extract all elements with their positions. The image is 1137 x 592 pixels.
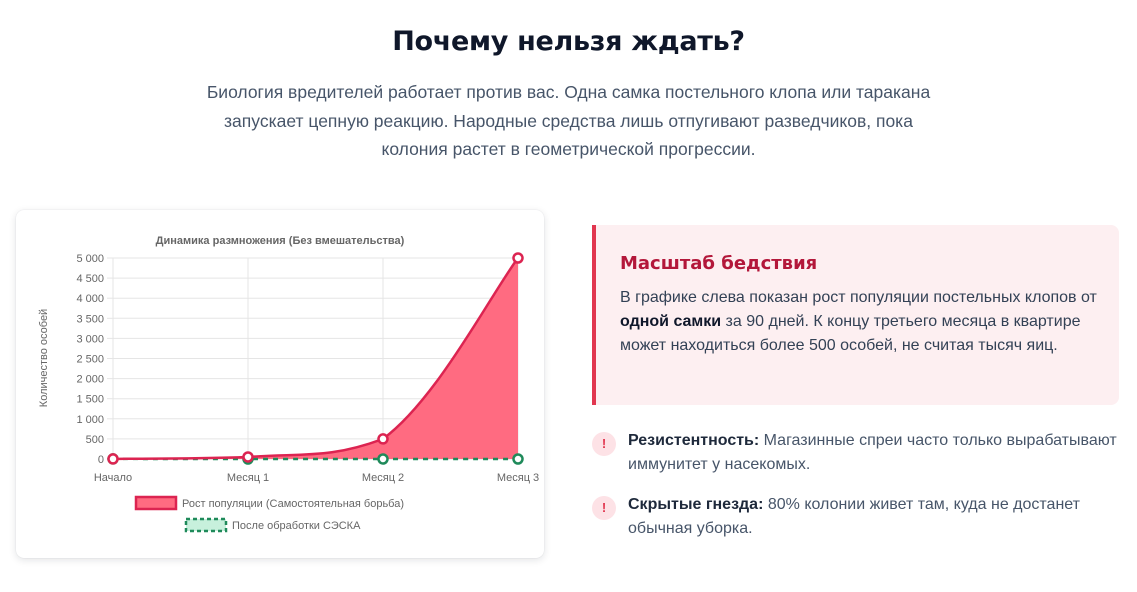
point-text: Резистентность: Магазинные спреи часто т… <box>628 429 1118 477</box>
alert-icon: ! <box>592 496 616 520</box>
x-axis-ticks: Начало Месяц 1 Месяц 2 Месяц 3 <box>94 472 539 484</box>
data-point-population <box>242 451 254 463</box>
disaster-scale-callout: Масштаб бедствия В графике слева показан… <box>592 225 1119 405</box>
callout-text: В графике слева показан рост популяции п… <box>620 286 1110 358</box>
y-tick-label: 3 500 <box>76 313 104 325</box>
y-tick-label: 2 000 <box>76 374 104 386</box>
legend-swatch-population <box>134 495 178 511</box>
callout-text-bold: одной самки <box>620 313 722 330</box>
point-text: Скрытые гнезда: 80% колонии живет там, к… <box>628 493 1118 541</box>
y-tick-label: 5 000 <box>76 253 104 265</box>
callout-text-part: В графике слева показан рост популяции п… <box>620 289 1097 306</box>
data-point-population <box>377 433 389 445</box>
callout-title: Масштаб бедствия <box>620 253 818 274</box>
chart-series <box>107 252 524 465</box>
data-point-population <box>512 252 524 264</box>
data-point-after-treatment <box>512 453 524 465</box>
x-tick-label: Месяц 1 <box>227 472 269 484</box>
point-title: Скрытые гнезда: <box>628 496 764 513</box>
y-tick-label: 500 <box>86 434 104 446</box>
x-tick-label: Начало <box>94 472 132 484</box>
chart-legend: Рост популяции (Самостоятельная борьба) П… <box>134 495 404 533</box>
population-chart: Динамика размножения (Без вмешательства)… <box>38 235 539 533</box>
y-axis-ticks: 0 500 1 000 1 500 2 000 2 500 3 000 3 500 4 000 4… <box>76 253 104 466</box>
x-tick-label: Месяц 3 <box>497 472 539 484</box>
y-tick-label: 1 000 <box>76 414 104 426</box>
point-title: Резистентность: <box>628 432 760 449</box>
data-point-after-treatment <box>377 453 389 465</box>
series-line-population <box>112 257 520 461</box>
callout-text-part: за 90 дней. К концу третьего месяца в кв… <box>620 313 1081 354</box>
y-tick-label: 4 000 <box>76 293 104 305</box>
intro-paragraph: Биология вредителей работает против вас.… <box>206 82 931 159</box>
legend-swatch-after-treatment <box>184 517 228 533</box>
x-tick-label: Месяц 2 <box>362 472 404 484</box>
chart-title: Динамика размножения (Без вмешательства) <box>156 235 405 247</box>
legend-label-after-treatment: После обработки СЭСКА <box>232 520 361 532</box>
point-body: Магазинные спреи часто только вырабатыва… <box>628 432 1117 473</box>
chart-grid <box>107 257 519 464</box>
alert-icon: ! <box>592 432 616 456</box>
population-chart-card: Динамика размножения (Без вмешательства)… <box>16 210 544 558</box>
y-tick-label: 1 500 <box>76 394 104 406</box>
series-area-population <box>113 258 518 459</box>
point-body: 80% колонии живет там, куда не достанет … <box>628 496 1080 537</box>
y-axis-label: Количество особей <box>38 309 50 407</box>
legend-label-population: Рост популяции (Самостоятельная борьба) <box>182 498 404 510</box>
y-tick-label: 0 <box>98 454 104 466</box>
section-title: Почему нельзя ждать? <box>392 26 745 57</box>
data-point-population <box>107 453 119 465</box>
y-tick-label: 2 500 <box>76 354 104 366</box>
y-tick-label: 4 500 <box>76 273 104 285</box>
y-tick-label: 3 000 <box>76 333 104 345</box>
